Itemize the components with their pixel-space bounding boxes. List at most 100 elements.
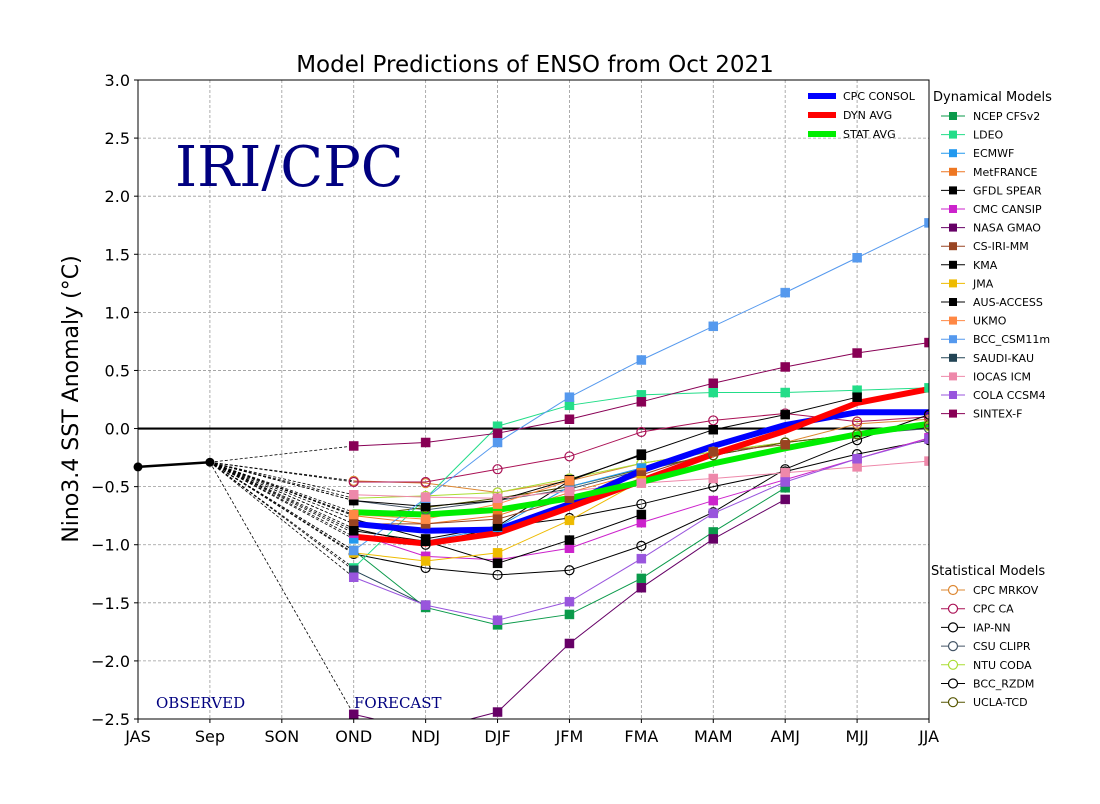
point-iocas-icm	[636, 478, 647, 488]
point-cpc-ca	[708, 415, 719, 426]
x-tick-label-son: SON	[264, 727, 299, 746]
point-cs-iri-mm	[492, 514, 503, 524]
point-cola-ccsm4	[420, 600, 431, 610]
legend-marker-metfrance	[949, 167, 957, 176]
x-tick-label-mam: MAM	[694, 727, 733, 746]
point-nasa-gmao	[708, 534, 719, 544]
point-bcc-csm11m	[564, 392, 575, 402]
point-cpc-ca	[348, 476, 359, 488]
point-cs-iri-mm	[708, 447, 719, 457]
x-tick-label-ond: OND	[335, 727, 372, 746]
legend-label-cola-ccsm4: COLA CCSM4	[973, 389, 1046, 402]
point-cola-ccsm4	[708, 508, 719, 519]
connector-cola-ccsm4	[209, 461, 354, 578]
connector-nasa-gmao	[209, 462, 355, 715]
series-line-iap-nn	[353, 414, 929, 576]
point-cola-ccsm4	[636, 553, 647, 564]
legend-marker-csu-clipr	[947, 640, 959, 652]
legend-label-cs-iri-mm: CS-IRI-MM	[973, 240, 1029, 253]
legend-label-nasa-gmao: NASA GMAO	[973, 222, 1041, 235]
legend-label-metfrance: MetFRANCE	[973, 166, 1038, 179]
axes-layer: JAS Sep SON OND NDJ DJF JFM FMA MAM AMJ MJJ JJA −2.5…	[91, 71, 939, 746]
legend-marker-sintex-f	[949, 409, 957, 418]
point-iap-nn	[636, 540, 647, 551]
point-bcc-csm11m	[708, 321, 719, 332]
point-kma	[636, 509, 647, 520]
legend-avg-label-dyn-avg: DYN AVG	[843, 109, 892, 122]
point-sintex-f	[708, 378, 719, 388]
point-gfdl-spear	[780, 409, 790, 420]
point-nasa-gmao	[636, 582, 647, 593]
point-sintex-f	[420, 437, 431, 448]
legend-marker-ncep-cfsv2	[949, 112, 957, 120]
point-bcc-csm11m	[636, 355, 647, 365]
legend-marker-cpc-ca	[947, 603, 959, 614]
point-ldeo	[780, 387, 790, 398]
x-tick-label-jja: JJA	[918, 727, 939, 746]
connector-cpc-consol	[209, 461, 354, 525]
point-ukmo	[348, 509, 359, 520]
point-iocas-icm	[924, 456, 929, 466]
point-cola-ccsm4	[924, 434, 929, 444]
y-tick-label: 2.0	[105, 187, 130, 206]
point-aus-access	[636, 450, 647, 461]
legend-marker-iap-nn	[947, 622, 959, 633]
legend-label-ecmwf: ECMWF	[973, 147, 1014, 160]
point-ncep-cfsv2	[564, 609, 575, 620]
legend-marker-iocas-icm	[949, 372, 957, 381]
point-iocas-icm	[348, 490, 359, 500]
point-cola-ccsm4	[852, 454, 862, 464]
legend-label-ucla-tcd: UCLA-TCD	[973, 696, 1028, 709]
point-iap-nn	[564, 565, 575, 576]
point-iocas-icm	[420, 492, 431, 502]
legend-marker-bcc-rzdm	[947, 678, 959, 689]
point-sintex-f	[852, 348, 862, 358]
legend-label-ldeo: LDEO	[973, 129, 1004, 142]
point-gfdl-spear	[708, 424, 719, 435]
connector-ucla-tcd	[209, 461, 354, 517]
point-sintex-f	[564, 414, 575, 425]
connector-cpc-ca	[209, 461, 354, 483]
point-ldeo	[924, 383, 929, 393]
legend-label-cpc-mrkov: CPC MRKOV	[973, 584, 1039, 597]
connector-bcc-rzdm	[209, 461, 354, 529]
legend-marker-cmc-cansip	[949, 205, 957, 213]
point-kma	[492, 558, 503, 569]
point-ukmo	[420, 514, 431, 524]
y-tick-label: 0.5	[105, 361, 130, 380]
y-tick-label: −1.0	[91, 536, 130, 555]
point-ncep-cfsv2	[636, 573, 647, 584]
legend-marker-ucla-tcd	[947, 697, 959, 708]
point-bcc-csm11m	[924, 218, 929, 228]
point-kma	[420, 536, 431, 546]
observed-label: OBSERVED	[156, 694, 245, 712]
x-tick-label-fma: FMA	[624, 727, 658, 746]
x-tick-label-djf: DJF	[484, 727, 510, 746]
legend-label-ukmo: UKMO	[973, 315, 1007, 328]
point-kma	[564, 535, 575, 545]
point-gfdl-spear	[852, 392, 862, 402]
legend-avg-label-cpc-consol: CPC CONSOL	[843, 90, 916, 103]
point-iocas-icm	[564, 486, 575, 497]
point-cmc-cansip	[708, 495, 719, 506]
connector-dyn-avg	[209, 461, 354, 537]
legend-marker-cs-iri-mm	[949, 242, 957, 251]
point-ldeo	[708, 387, 719, 398]
data-layer	[138, 222, 929, 719]
point-sintex-f	[492, 428, 503, 438]
point-bcc-csm11m	[348, 545, 359, 556]
legend-label-iocas-icm: IOCAS ICM	[973, 370, 1031, 383]
legend-marker-nasa-gmao	[949, 223, 957, 232]
point-iap-nn	[492, 569, 503, 581]
point-iap-nn	[851, 435, 863, 446]
legend-label-gfdl-spear: GFDL SPEAR	[973, 184, 1042, 197]
point-sintex-f	[636, 397, 647, 407]
point-cola-ccsm4	[564, 596, 575, 607]
y-tick-label: −1.5	[91, 594, 130, 613]
legend-label-saudi-kau: SAUDI-KAU	[973, 352, 1034, 365]
point-iocas-icm	[780, 467, 790, 478]
point-cola-ccsm4	[492, 615, 503, 625]
x-tick-label-jas: JAS	[124, 727, 151, 746]
x-tick-label-amj: AMJ	[770, 727, 799, 746]
